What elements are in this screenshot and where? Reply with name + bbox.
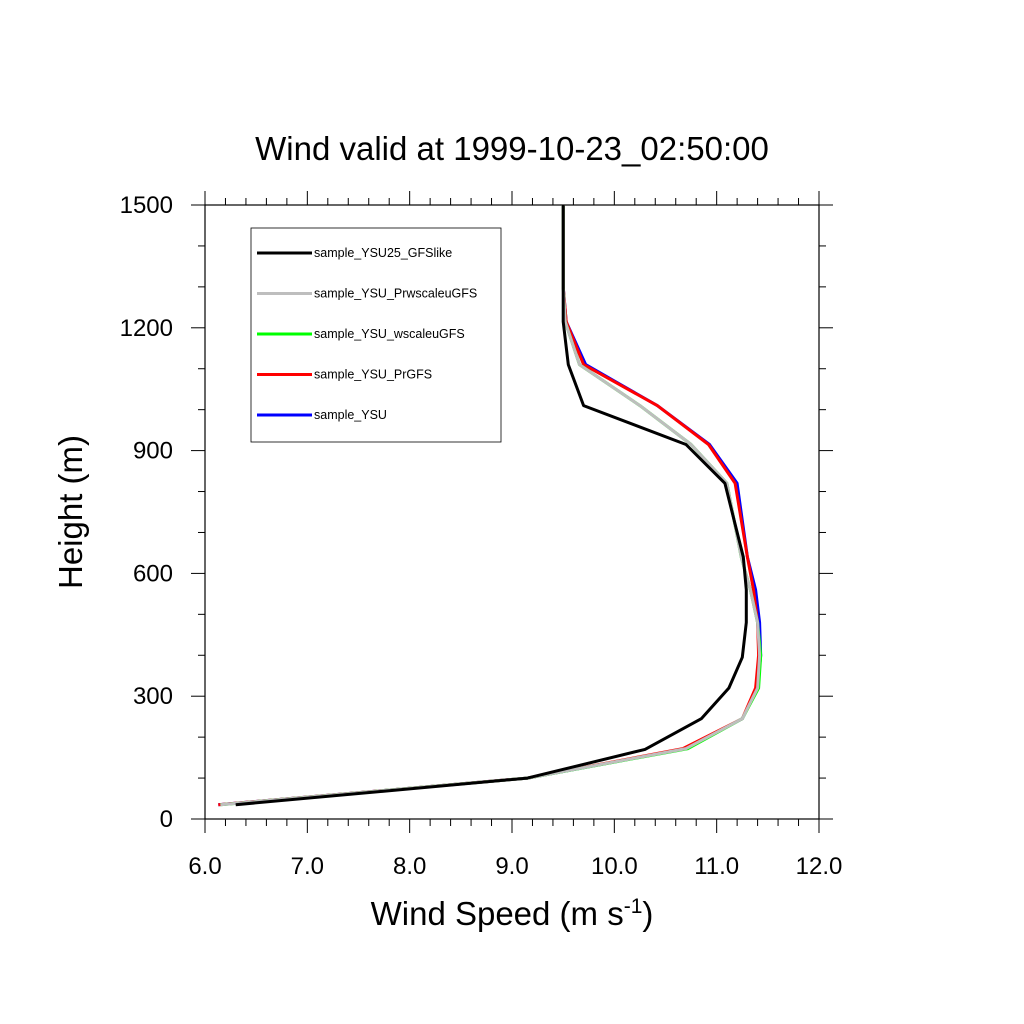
chart-title: Wind valid at 1999-10-23_02:50:00 [255, 130, 769, 167]
x-axis-label-close: ) [642, 895, 653, 932]
x-tick-label: 10.0 [591, 853, 638, 880]
y-axis-label: Height (m) [52, 435, 89, 589]
x-tick-label: 12.0 [796, 853, 843, 880]
y-tick-label: 1200 [120, 315, 173, 342]
y-tick-label: 0 [160, 806, 173, 833]
y-tick-label: 600 [133, 560, 173, 587]
x-tick-label: 7.0 [291, 853, 324, 880]
x-tick-label: 8.0 [393, 853, 426, 880]
legend-label: sample_YSU [314, 408, 387, 422]
x-tick-label: 9.0 [495, 853, 528, 880]
plot-area: 6.0 7.0 8.0 9.0 10.0 11.0 12.0 0 300 600 900 1200 15… [120, 191, 843, 880]
legend-label: sample_YSU25_GFSlike [314, 246, 452, 260]
legend-label: sample_YSU_PrwscaleuGFS [314, 287, 477, 301]
legend-label: sample_YSU_PrGFS [314, 368, 432, 382]
y-tick-label: 300 [133, 683, 173, 710]
legend-label: sample_YSU_wscaleuGFS [314, 327, 465, 341]
x-tick-label: 11.0 [694, 853, 739, 880]
legend: sample_YSU25_GFSlike sample_YSU_Prwscaleu… [250, 227, 502, 443]
x-axis-label-main: Wind Speed (m s [371, 895, 624, 932]
x-axis-label: Wind Speed (m s-1) [371, 895, 654, 932]
y-tick-label: 1500 [120, 192, 173, 219]
x-axis-label-superscript: -1 [624, 895, 643, 918]
y-tick-label: 900 [133, 438, 173, 465]
x-tick-label: 6.0 [188, 853, 221, 880]
series-line-sample_YSU25_GFSlike [235, 205, 748, 807]
